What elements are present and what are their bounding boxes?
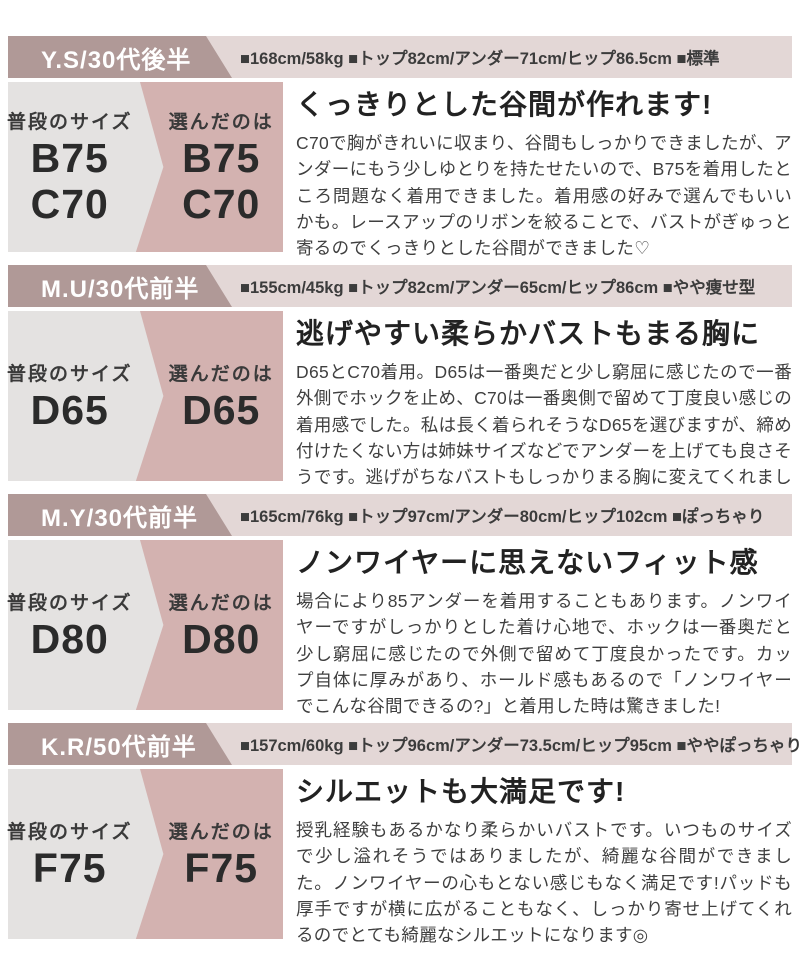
chosen-size-label: 選んだのは	[168, 111, 274, 133]
chosen-size-label: 選んだのは	[168, 363, 274, 385]
chosen-size-column: 選んだのは F75	[146, 769, 284, 939]
size-comparison-panel: 普段のサイズ D65 選んだのは D65	[7, 311, 284, 481]
reviewer-name: M.U/30代前半	[8, 265, 232, 307]
review-section-3: M.Y/30代前半 ■165cm/76kg ■トップ97cm/アンダー80cm/…	[7, 494, 792, 716]
reviewer-stats: ■157cm/60kg ■トップ96cm/アンダー73.5cm/ヒップ95cm …	[240, 737, 800, 755]
review-body: D65とC70着用。D65は一番奥だと少し窮屈に感じたので一番外側でホックを止め…	[296, 362, 792, 513]
review-row: 普段のサイズ B75 C70 選んだのは B75 C70 くっきりとした谷間が作…	[7, 82, 792, 258]
usual-size-label: 普段のサイズ	[7, 111, 133, 133]
reviewer-stats: ■165cm/76kg ■トップ97cm/アンダー80cm/ヒップ102cm ■…	[240, 508, 765, 526]
chosen-size-column: 選んだのは B75 C70	[146, 82, 284, 252]
review-content: シルエットも大満足です! 授乳経験もあるかなり柔らかいバストです。いつものサイズ…	[283, 769, 792, 945]
reviewer-stats: ■155cm/45kg ■トップ82cm/アンダー65cm/ヒップ86cm ■や…	[240, 279, 756, 297]
review-body: 授乳経験もあるかなり柔らかいバストです。いつものサイズで少し溢れそうではありまし…	[296, 820, 792, 945]
review-content: 逃げやすい柔らかバストもまる胸に D65とC70着用。D65は一番奥だと少し窮屈…	[283, 311, 792, 513]
reviewer-stats: ■168cm/58kg ■トップ82cm/アンダー71cm/ヒップ86.5cm …	[240, 50, 720, 68]
chosen-size-column: 選んだのは D65	[146, 311, 284, 481]
review-title: ノンワイヤーに思えないフィット感	[296, 547, 759, 578]
reviewer-header: M.U/30代前半 ■155cm/45kg ■トップ82cm/アンダー65cm/…	[8, 265, 792, 307]
review-body: C70で胸がきれいに収まり、谷間もしっかりできましたが、アンダーにもう少しゆとり…	[296, 133, 792, 258]
usual-size-value: B75	[30, 134, 109, 181]
usual-size-value: F75	[32, 844, 107, 891]
review-section-1: Y.S/30代後半 ■168cm/58kg ■トップ82cm/アンダー71cm/…	[7, 36, 792, 258]
reviewer-name: M.Y/30代前半	[8, 494, 232, 536]
chosen-size-value: F75	[184, 844, 259, 891]
review-row: 普段のサイズ D65 選んだのは D65 逃げやすい柔らかバストもまる胸に D6…	[7, 311, 792, 513]
chosen-size-label: 選んだのは	[168, 592, 274, 614]
reviewer-name: Y.S/30代後半	[8, 36, 232, 78]
usual-size-column: 普段のサイズ D65	[7, 311, 146, 481]
usual-size-column: 普段のサイズ F75	[7, 769, 146, 939]
review-section-2: M.U/30代前半 ■155cm/45kg ■トップ82cm/アンダー65cm/…	[7, 265, 792, 513]
usual-size-value: C70	[30, 180, 109, 227]
review-row: 普段のサイズ D80 選んだのは D80 ノンワイヤーに思えないフィット感 場合…	[7, 540, 792, 716]
chosen-size-value: C70	[182, 180, 261, 227]
usual-size-value: D80	[30, 615, 109, 662]
size-comparison-panel: 普段のサイズ B75 C70 選んだのは B75 C70	[7, 82, 284, 252]
reviewer-header: K.R/50代前半 ■157cm/60kg ■トップ96cm/アンダー73.5c…	[8, 723, 800, 765]
usual-size-label: 普段のサイズ	[7, 363, 133, 385]
review-section-4: K.R/50代前半 ■157cm/60kg ■トップ96cm/アンダー73.5c…	[7, 723, 800, 945]
review-content: くっきりとした谷間が作れます! C70で胸がきれいに収まり、谷間もしっかりできま…	[283, 82, 792, 258]
size-comparison-panel: 普段のサイズ F75 選んだのは F75	[7, 769, 284, 939]
review-title: シルエットも大満足です!	[296, 776, 626, 807]
chosen-size-value: D80	[182, 615, 261, 662]
review-body: 場合により85アンダーを着用することもあります。ノンワイヤーですがしっかりとした…	[296, 591, 792, 716]
chosen-size-value: B75	[182, 134, 261, 181]
usual-size-label: 普段のサイズ	[7, 821, 133, 843]
chosen-size-column: 選んだのは D80	[146, 540, 284, 710]
reviewer-name: K.R/50代前半	[8, 723, 232, 765]
review-title: くっきりとした谷間が作れます!	[296, 89, 713, 120]
usual-size-column: 普段のサイズ D80	[7, 540, 146, 710]
usual-size-column: 普段のサイズ B75 C70	[7, 82, 146, 252]
usual-size-value: D65	[30, 386, 109, 433]
reviewer-header: Y.S/30代後半 ■168cm/58kg ■トップ82cm/アンダー71cm/…	[8, 36, 792, 78]
chosen-size-label: 選んだのは	[168, 821, 274, 843]
reviewer-header: M.Y/30代前半 ■165cm/76kg ■トップ97cm/アンダー80cm/…	[8, 494, 792, 536]
review-row: 普段のサイズ F75 選んだのは F75 シルエットも大満足です! 授乳経験もあ…	[7, 769, 792, 945]
usual-size-label: 普段のサイズ	[7, 592, 133, 614]
review-content: ノンワイヤーに思えないフィット感 場合により85アンダーを着用することもあります…	[283, 540, 792, 716]
review-title: 逃げやすい柔らかバストもまる胸に	[296, 318, 761, 349]
size-comparison-panel: 普段のサイズ D80 選んだのは D80	[7, 540, 284, 710]
chosen-size-value: D65	[182, 386, 261, 433]
